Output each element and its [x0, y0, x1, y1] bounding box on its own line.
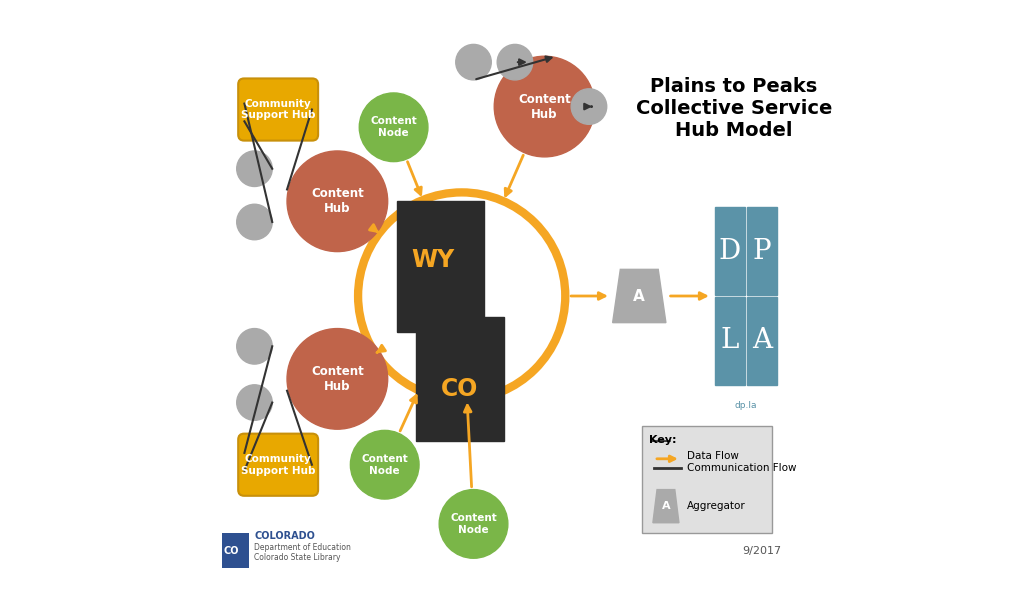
FancyBboxPatch shape: [239, 433, 318, 496]
Text: 9/2017: 9/2017: [742, 546, 781, 556]
Text: Content
Node: Content Node: [361, 454, 409, 475]
Bar: [715, 207, 744, 295]
Text: Colorado State Library: Colorado State Library: [255, 553, 341, 562]
Polygon shape: [612, 269, 666, 323]
Bar: [416, 317, 504, 441]
Bar: [396, 201, 484, 332]
Circle shape: [237, 385, 272, 420]
Circle shape: [456, 44, 492, 80]
Circle shape: [358, 192, 565, 400]
Circle shape: [237, 204, 272, 240]
Text: L: L: [721, 327, 739, 355]
Circle shape: [359, 93, 428, 162]
Polygon shape: [653, 490, 679, 523]
Circle shape: [350, 430, 419, 499]
Text: dp.la: dp.la: [734, 401, 757, 410]
Text: CO: CO: [441, 377, 478, 401]
Text: Content
Hub: Content Hub: [311, 187, 364, 215]
Text: P: P: [753, 237, 771, 265]
Bar: [715, 297, 744, 385]
Text: Data Flow: Data Flow: [687, 451, 738, 461]
Circle shape: [287, 329, 388, 429]
Text: Aggregator: Aggregator: [687, 501, 745, 511]
Bar: [748, 297, 777, 385]
Circle shape: [498, 44, 532, 80]
Text: A: A: [634, 288, 645, 304]
Text: Community
Support Hub: Community Support Hub: [241, 454, 315, 475]
Text: A: A: [662, 501, 671, 511]
Circle shape: [495, 56, 595, 157]
Text: Key:: Key:: [649, 435, 677, 445]
Bar: [222, 533, 249, 568]
Circle shape: [571, 89, 606, 124]
Text: Content
Node: Content Node: [451, 513, 497, 535]
Circle shape: [237, 329, 272, 364]
Text: WY: WY: [412, 248, 455, 272]
Bar: [642, 426, 772, 533]
Text: Plains to Peaks
Collective Service
Hub Model: Plains to Peaks Collective Service Hub M…: [636, 77, 833, 140]
Text: Community
Support Hub: Community Support Hub: [241, 99, 315, 120]
Circle shape: [237, 151, 272, 186]
Text: Department of Education: Department of Education: [255, 543, 351, 552]
Bar: [748, 207, 777, 295]
Text: Content
Hub: Content Hub: [518, 92, 571, 121]
Text: Communication Flow: Communication Flow: [687, 463, 796, 472]
Text: COLORADO: COLORADO: [255, 531, 315, 540]
Text: Content
Node: Content Node: [371, 117, 417, 138]
Circle shape: [439, 490, 508, 558]
Text: Content
Hub: Content Hub: [311, 365, 364, 393]
Text: D: D: [719, 237, 740, 265]
Text: A: A: [752, 327, 772, 355]
Text: CO: CO: [223, 546, 240, 555]
FancyBboxPatch shape: [239, 79, 318, 141]
Circle shape: [287, 151, 388, 252]
